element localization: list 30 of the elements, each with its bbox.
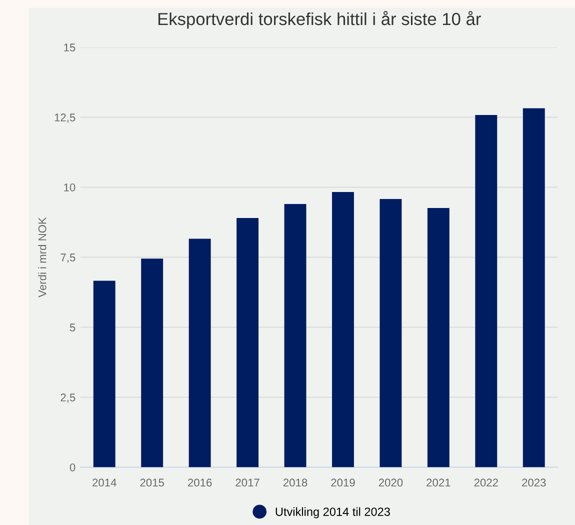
bar xyxy=(141,258,164,468)
bar xyxy=(427,208,450,468)
y-tick-label: 5 xyxy=(70,324,76,332)
bar xyxy=(188,238,211,468)
y-tick-label: 7,5 xyxy=(60,254,76,263)
x-tick-label: 2021 xyxy=(426,478,450,487)
y-tick-label: 2,5 xyxy=(60,394,76,403)
legend-label: Utvikling 2014 til 2023 xyxy=(276,507,390,518)
x-tick-label: 2018 xyxy=(283,478,308,487)
y-axis-title: Verdi i mrd NOK xyxy=(38,217,46,298)
y-tick-label: 12,5 xyxy=(54,114,76,123)
y-tick-label: 15 xyxy=(64,44,76,52)
bar xyxy=(332,192,354,468)
x-tick-label: 2014 xyxy=(92,478,116,487)
x-tick-label: 2015 xyxy=(140,478,164,487)
x-tick-label: 2023 xyxy=(522,478,546,487)
bar xyxy=(475,115,498,468)
bar xyxy=(93,280,116,468)
y-tick-label: 0 xyxy=(70,464,76,472)
bar xyxy=(522,108,545,468)
x-tick-label: 2016 xyxy=(188,478,212,487)
bar xyxy=(284,204,306,468)
chart-title: Eksportverdi torskefisk hittil i år siste 10 år xyxy=(158,11,481,29)
x-tick-label: 2019 xyxy=(331,478,355,487)
x-tick-label: 2017 xyxy=(236,478,260,487)
x-tick-label: 2022 xyxy=(474,478,498,487)
y-tick-label: 10 xyxy=(64,184,76,192)
bar xyxy=(380,199,402,468)
bar xyxy=(236,218,259,468)
x-tick-label: 2020 xyxy=(378,478,403,487)
